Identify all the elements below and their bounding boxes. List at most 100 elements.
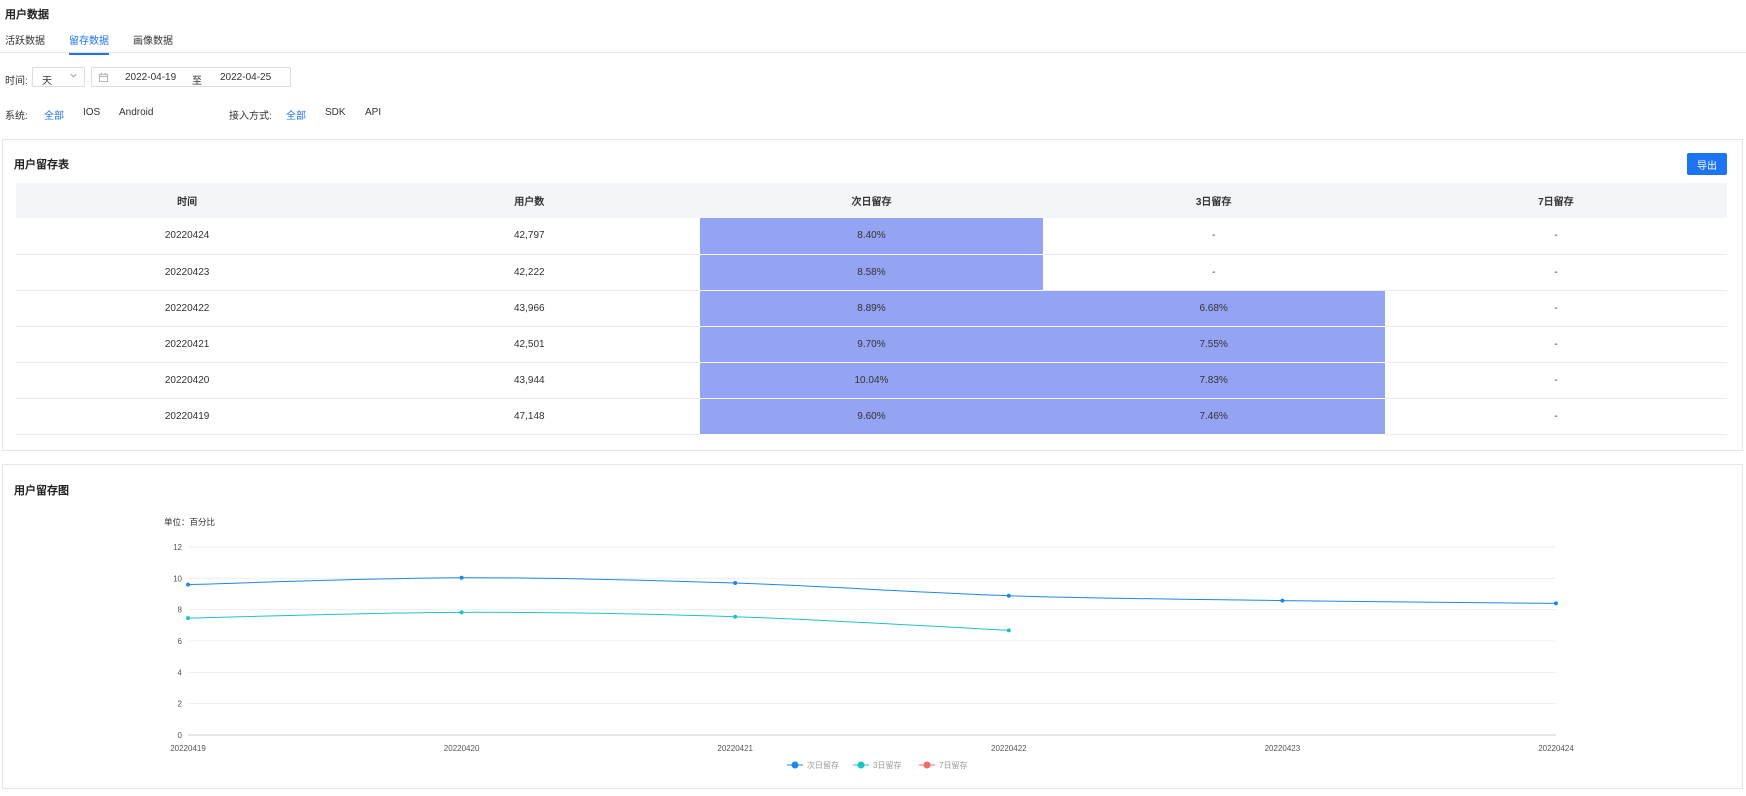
- date-range-picker[interactable]: 2022-04-19 至 2022-04-25: [91, 67, 291, 87]
- data-point[interactable]: [459, 575, 464, 580]
- x-tick-label: 20220421: [717, 744, 753, 753]
- cell-users: 42,797: [358, 218, 701, 255]
- cell-day3: 7.46%: [1042, 398, 1385, 435]
- x-tick-label: 20220419: [170, 744, 206, 753]
- y-tick-label: 2: [178, 700, 183, 709]
- cell-users: 43,944: [358, 362, 701, 399]
- time-label: 时间:: [5, 76, 28, 87]
- cell-day1: 8.89%: [700, 290, 1043, 327]
- granularity-select[interactable]: 天: [32, 67, 85, 87]
- cell-date: 20220424: [16, 218, 359, 255]
- retention-table-title: 用户留存表: [14, 159, 69, 171]
- y-tick-label: 6: [178, 637, 183, 646]
- legend-item[interactable]: 3日留存: [853, 760, 901, 770]
- page-title: 用户数据: [5, 9, 49, 21]
- date-separator: 至: [192, 76, 202, 87]
- x-tick-label: 20220423: [1265, 744, 1301, 753]
- series-line: [187, 577, 1557, 604]
- cell-date: 20220419: [16, 398, 359, 435]
- tab-profile-data[interactable]: 画像数据: [133, 36, 173, 47]
- retention-table: 时间 用户数 次日留存 3日留存 7日留存 20220424 42,797 8.…: [16, 183, 1727, 435]
- table-row: 20220423 42,222 8.58% - -: [16, 254, 1727, 291]
- cell-day1: 9.70%: [700, 326, 1043, 363]
- system-option-android[interactable]: Android: [119, 107, 154, 118]
- y-tick-label: 10: [173, 574, 182, 583]
- date-from[interactable]: 2022-04-19: [125, 72, 177, 83]
- x-tick-label: 20220420: [444, 744, 480, 753]
- y-tick-label: 12: [173, 543, 182, 552]
- col-header-day7: 7日留存: [1384, 183, 1727, 218]
- cell-day7: -: [1384, 254, 1727, 291]
- data-point[interactable]: [1006, 628, 1011, 633]
- y-tick-label: 8: [178, 606, 183, 615]
- data-point[interactable]: [1554, 601, 1558, 606]
- calendar-icon: [98, 72, 109, 83]
- data-point[interactable]: [733, 581, 738, 586]
- system-option-ios[interactable]: IOS: [83, 107, 101, 118]
- x-tick-label: 20220424: [1538, 744, 1574, 753]
- svg-text:3日留存: 3日留存: [873, 760, 901, 770]
- chevron-down-icon: [70, 73, 77, 78]
- col-header-day1: 次日留存: [700, 183, 1043, 218]
- tab-active-data[interactable]: 活跃数据: [5, 36, 45, 47]
- cell-day3: -: [1042, 218, 1385, 255]
- cell-day7: -: [1384, 218, 1727, 255]
- cell-users: 47,148: [358, 398, 701, 435]
- access-label: 接入方式:: [229, 111, 272, 122]
- col-header-time: 时间: [16, 183, 359, 218]
- data-point[interactable]: [186, 616, 190, 621]
- cell-day1: 8.58%: [700, 254, 1043, 291]
- export-button[interactable]: 导出: [1687, 153, 1727, 175]
- legend-item[interactable]: 次日留存: [787, 760, 839, 770]
- data-point[interactable]: [1006, 593, 1011, 598]
- cell-day7: -: [1384, 326, 1727, 363]
- table-row: 20220419 47,148 9.60% 7.46% -: [16, 398, 1727, 435]
- cell-day7: -: [1384, 290, 1727, 327]
- cell-date: 20220422: [16, 290, 359, 327]
- tab-retention-data[interactable]: 留存数据: [69, 32, 109, 55]
- cell-day1: 9.60%: [700, 398, 1043, 435]
- date-to[interactable]: 2022-04-25: [220, 72, 272, 83]
- cell-day7: -: [1384, 398, 1727, 435]
- y-tick-label: 0: [178, 731, 183, 740]
- table-row: 20220420 43,944 10.04% 7.83% -: [16, 362, 1727, 399]
- access-option-sdk[interactable]: SDK: [325, 107, 346, 118]
- x-tick-label: 20220422: [991, 744, 1027, 753]
- cell-day3: 7.55%: [1042, 326, 1385, 363]
- col-header-users: 用户数: [358, 183, 701, 218]
- tab-bar: 活跃数据 留存数据 画像数据: [0, 28, 1746, 55]
- cell-users: 42,222: [358, 254, 701, 291]
- y-tick-label: 4: [178, 668, 183, 677]
- cell-date: 20220421: [16, 326, 359, 363]
- system-option-all[interactable]: 全部: [44, 111, 64, 122]
- cell-users: 42,501: [358, 326, 701, 363]
- data-point[interactable]: [1280, 598, 1285, 603]
- table-row: 20220422 43,966 8.89% 6.68% -: [16, 290, 1727, 327]
- col-header-day3: 3日留存: [1042, 183, 1385, 218]
- system-label: 系统:: [5, 111, 28, 122]
- cell-day1: 10.04%: [700, 362, 1043, 399]
- access-option-all[interactable]: 全部: [286, 111, 306, 122]
- chart-unit-label: 单位：百分比: [164, 517, 215, 527]
- cell-day3: -: [1042, 254, 1385, 291]
- legend-item[interactable]: 7日留存: [919, 760, 967, 770]
- data-point[interactable]: [459, 610, 464, 615]
- cell-day7: -: [1384, 362, 1727, 399]
- svg-text:7日留存: 7日留存: [939, 760, 967, 770]
- table-row: 20220424 42,797 8.40% - -: [16, 218, 1727, 255]
- series-line: [187, 611, 1009, 631]
- data-point[interactable]: [733, 614, 738, 619]
- cell-date: 20220420: [16, 362, 359, 399]
- retention-chart-title: 用户留存图: [14, 485, 69, 497]
- svg-text:次日留存: 次日留存: [807, 760, 839, 770]
- data-point[interactable]: [186, 582, 190, 587]
- cell-day3: 6.68%: [1042, 290, 1385, 327]
- table-row: 20220421 42,501 9.70% 7.55% -: [16, 326, 1727, 363]
- cell-day1: 8.40%: [700, 218, 1043, 255]
- granularity-value: 天: [42, 76, 52, 87]
- cell-date: 20220423: [16, 254, 359, 291]
- table-header-row: 时间 用户数 次日留存 3日留存 7日留存: [16, 183, 1727, 218]
- retention-line-chart: 单位：百分比 0 2 4 6 8 10 12 20220419 20220420 20220421…: [164, 517, 1574, 770]
- access-option-api[interactable]: API: [365, 107, 382, 118]
- cell-day3: 7.83%: [1042, 362, 1385, 399]
